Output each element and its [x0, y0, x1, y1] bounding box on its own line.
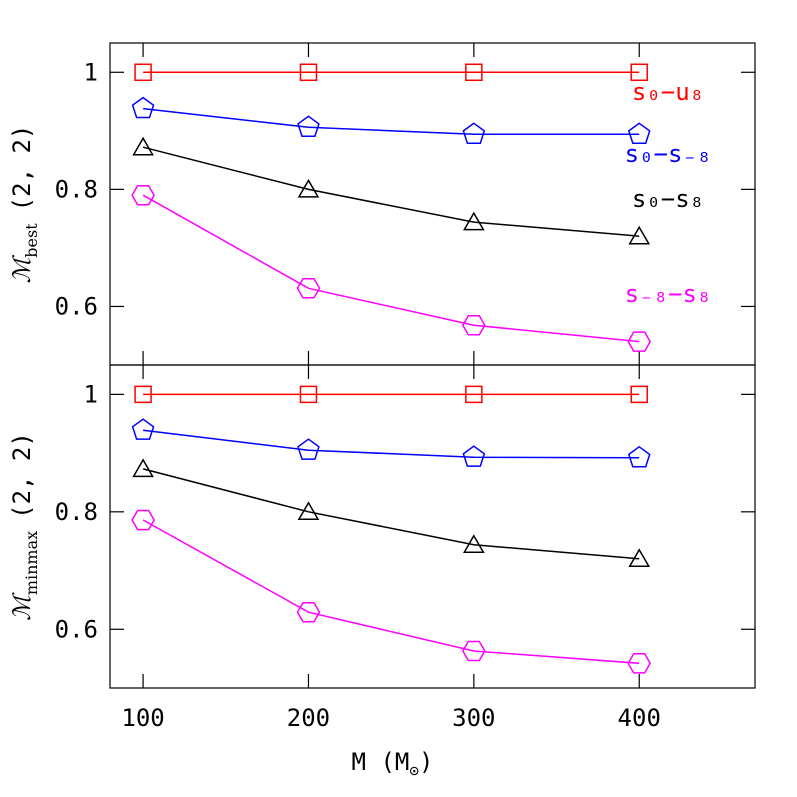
series-line [142, 468, 640, 560]
marker [134, 385, 152, 404]
marker [462, 445, 486, 467]
x-axis-label-main: M (M [352, 748, 410, 776]
marker [461, 314, 486, 336]
marker [627, 445, 651, 468]
marker [627, 331, 652, 352]
y-tick-label: 0.6 [55, 615, 98, 643]
series-line [143, 107, 640, 136]
y-axis-label-subscript: minmax [22, 531, 41, 595]
x-tick-label: 400 [618, 704, 661, 732]
y-axis-label-args: (2, 2) [8, 432, 36, 519]
x-tick-label: 100 [121, 704, 164, 732]
marker [131, 96, 155, 119]
marker [131, 418, 155, 440]
marker [627, 122, 651, 144]
marker [465, 63, 483, 82]
y-axis-label: ℳminmax (2, 2) [8, 432, 41, 621]
y-axis-label-subscript: best [22, 223, 41, 258]
marker [134, 63, 152, 82]
legend-label: s₀−s₋₈ [625, 140, 712, 168]
marker [630, 385, 648, 404]
marker [132, 136, 154, 156]
marker [132, 458, 154, 478]
y-axis-label-args: (2, 2) [8, 125, 36, 212]
marker [299, 385, 318, 404]
y-axis-label-symbol: ℳ [8, 254, 36, 283]
legend-label: s₀−u₈ [632, 78, 704, 106]
legend-label: s₀−s₈ [632, 185, 704, 213]
marker [461, 640, 486, 662]
marker [627, 653, 652, 674]
marker [299, 63, 318, 82]
marker [297, 178, 320, 198]
series-line [143, 429, 640, 459]
marker [296, 278, 321, 299]
series-line [142, 194, 640, 343]
y-tick-label: 0.6 [55, 292, 98, 320]
marker [297, 438, 320, 460]
marker [297, 115, 320, 137]
marker [463, 211, 485, 231]
y-axis-label: ℳbest (2, 2) [8, 125, 41, 284]
legend-label: s₋₈−s₈ [625, 280, 712, 308]
x-tick-label: 300 [452, 704, 495, 732]
marker [628, 225, 651, 245]
x-axis-label-end: ) [419, 748, 433, 776]
marker [463, 534, 485, 553]
x-tick-label: 200 [287, 704, 330, 732]
series-line [142, 519, 640, 665]
marker [296, 601, 321, 623]
x-axis-label-subscript: ⊙ [409, 761, 419, 780]
marker [462, 122, 486, 144]
y-tick-label: 0.8 [55, 498, 98, 526]
marker [297, 501, 320, 521]
x-axis-label: M (M⊙) [352, 748, 434, 780]
marker [628, 548, 651, 568]
y-axis-label-symbol: ℳ [8, 592, 36, 621]
series-line [142, 146, 640, 237]
marker [465, 385, 483, 404]
marker [630, 63, 648, 82]
y-tick-label: 1 [84, 380, 98, 408]
plot-frame [109, 364, 756, 689]
marker [131, 184, 155, 206]
y-tick-label: 1 [84, 58, 98, 86]
marker [131, 509, 155, 531]
y-tick-label: 0.8 [55, 175, 98, 203]
